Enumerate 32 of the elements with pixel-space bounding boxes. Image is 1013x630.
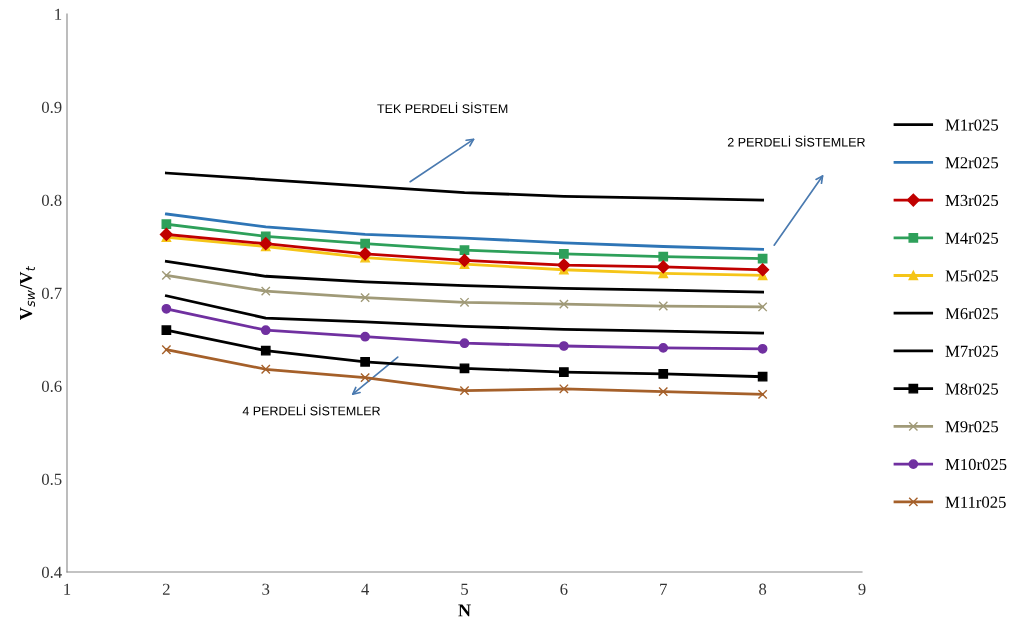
- y-axis-title: V$_{sw}$/V$_{t}$: [19, 265, 36, 320]
- y-tick-label: 0.9: [41, 101, 62, 114]
- annotation: TEK PERDELİ SİSTEM: [377, 102, 508, 114]
- x-tick-label: 3: [262, 583, 270, 595]
- x-tick-label: 6: [560, 583, 568, 595]
- legend-label: M2r025: [945, 157, 999, 169]
- x-tick-label: 9: [858, 583, 866, 595]
- y-tick-label: 0.5: [41, 473, 62, 486]
- x-tick-label: 2: [162, 583, 170, 595]
- annotation: 4 PERDELİ SİSTEMLER: [242, 404, 380, 416]
- legend-label: M11r025: [945, 496, 1006, 508]
- legend-label: M9r025: [945, 421, 999, 433]
- legend-label: M7r025: [945, 345, 999, 357]
- legend-label: M8r025: [945, 383, 999, 395]
- x-axis-title: N: [458, 604, 471, 617]
- x-tick-label: 5: [461, 583, 469, 595]
- legend-label: M3r025: [945, 194, 999, 207]
- y-tick-label: 0.7: [41, 287, 62, 300]
- y-tick-label: 0.8: [41, 194, 62, 207]
- x-tick-label: 7: [660, 583, 667, 595]
- y-tick-label: 1: [55, 8, 62, 20]
- legend-label: M4r025: [945, 232, 999, 244]
- annotation: 2 PERDELİ SİSTEMLER: [727, 135, 865, 147]
- x-tick-label: 4: [361, 583, 370, 595]
- x-tick-label: 1: [64, 583, 71, 595]
- legend-label: M10r025: [945, 458, 1007, 471]
- x-tick-label: 8: [759, 583, 767, 595]
- legend-label: M6r025: [945, 307, 999, 320]
- legend-label: M5r025: [945, 270, 999, 282]
- y-tick-label: 0.4: [41, 566, 62, 579]
- legend-label: M1r025: [945, 119, 999, 131]
- y-tick-label: 0.6: [41, 380, 62, 393]
